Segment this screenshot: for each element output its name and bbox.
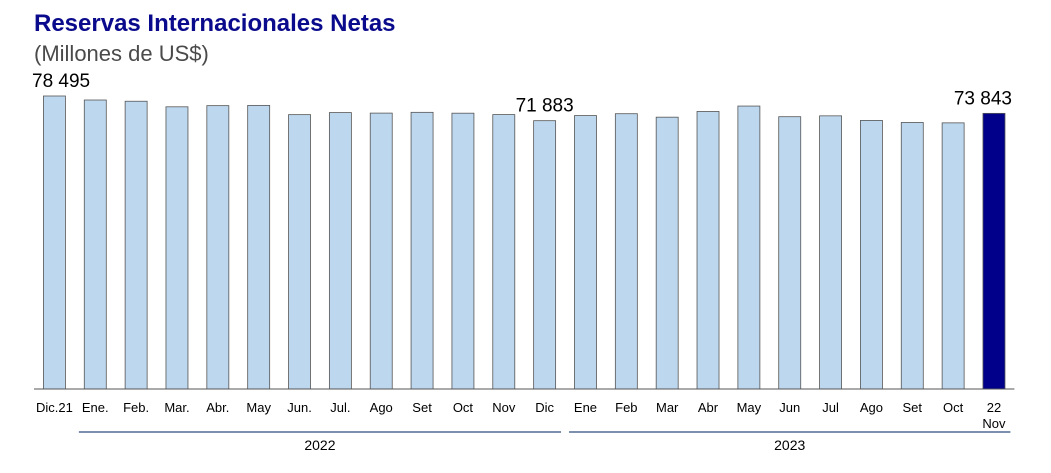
x-tick-label: Set — [903, 400, 923, 415]
bar-5 — [206, 105, 230, 390]
x-tick-label: Feb — [615, 400, 637, 415]
bar-23 — [941, 122, 965, 390]
bar-7 — [288, 114, 311, 390]
x-tick-label: Nov — [492, 400, 516, 415]
bar-19 — [778, 116, 802, 390]
x-tick-label: Oct — [453, 400, 474, 415]
data-label: 78 495 — [32, 71, 90, 92]
x-tick-label: Ene — [574, 400, 597, 415]
bar-14 — [574, 115, 597, 390]
x-tick-label: Jun. — [287, 400, 312, 415]
x-tick-label: Dic.21 — [36, 400, 73, 415]
year-groups: 2022 2023 — [78, 431, 1011, 453]
x-tick-label: Feb. — [123, 400, 149, 415]
data-labels-group: 78 495 71 883 73 843 — [32, 71, 1012, 117]
year-group-label: 2023 — [774, 437, 805, 453]
x-tick-label: Ago — [370, 400, 393, 415]
data-label: 71 883 — [516, 96, 574, 117]
chart-title: Reservas Internacionales Netas — [34, 10, 396, 37]
x-tick-label: Jun — [779, 400, 800, 415]
x-tick-label: Mar. — [164, 400, 189, 415]
x-tick-label: Mar — [656, 400, 679, 415]
bar-2 — [83, 99, 107, 390]
x-tick-label: Jul. — [330, 400, 350, 415]
bar-6 — [247, 104, 271, 390]
bar-3 — [124, 100, 148, 390]
bars-group — [43, 95, 1006, 390]
x-tick-label: May — [246, 400, 271, 415]
x-tick-label: Ago — [860, 400, 883, 415]
bar-24 — [982, 112, 1006, 390]
data-label: 73 843 — [954, 88, 1012, 109]
x-tick-label: Abr. — [206, 400, 229, 415]
x-tick-label: Set — [412, 400, 432, 415]
bar-12 — [492, 114, 516, 390]
x-tick-label: Oct — [943, 400, 964, 415]
bar-9 — [369, 112, 393, 390]
x-tick-labels-group: Dic.21 Ene. Feb. Mar. Abr. May Jun. Jul. Ago Set O… — [36, 400, 1006, 431]
bar-4 — [165, 106, 189, 390]
bar-11 — [451, 112, 475, 390]
bar-17 — [696, 111, 720, 390]
x-tick-label: Ene. — [82, 400, 109, 415]
bar-1 — [43, 95, 66, 390]
year-group-label: 2022 — [304, 437, 335, 453]
chart-subtitle: (Millones de US$) — [34, 41, 209, 66]
bar-10 — [410, 111, 434, 390]
bar-16 — [655, 116, 679, 390]
bar-22 — [900, 122, 924, 390]
x-tick-label: Jul — [822, 400, 839, 415]
x-tick-label: May — [737, 400, 762, 415]
bar-18 — [737, 105, 761, 390]
bar-8 — [328, 112, 352, 390]
x-tick-label: Abr — [698, 400, 719, 415]
bar-13 — [533, 120, 557, 390]
bar-21 — [860, 120, 883, 390]
x-tick-label: Dic — [535, 400, 554, 415]
bar-15 — [614, 113, 638, 390]
x-tick-label: 22 Nov — [982, 400, 1006, 431]
bar-20 — [819, 115, 842, 390]
